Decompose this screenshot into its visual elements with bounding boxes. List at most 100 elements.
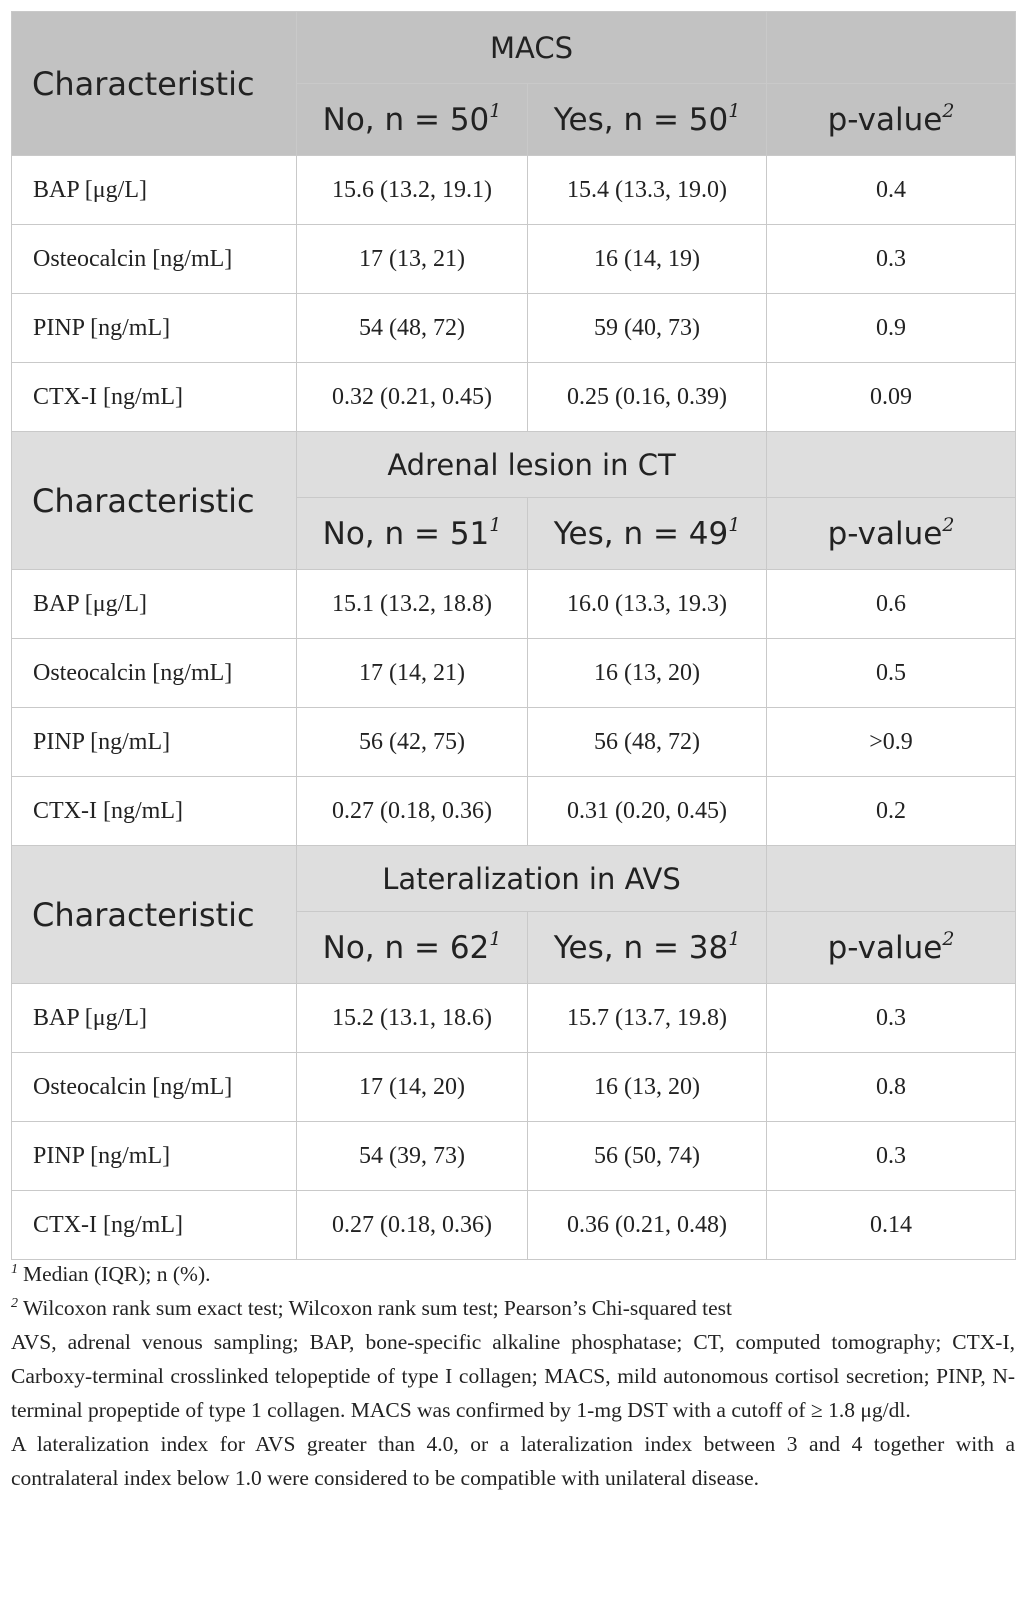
cell-yes: 59 (40, 73) bbox=[526, 293, 768, 363]
row-label: CTX-I [ng/mL] bbox=[11, 362, 297, 432]
col-header-no: No, n = 511 bbox=[296, 497, 528, 570]
footnote-1-mark: 1 bbox=[11, 1262, 18, 1277]
group-header-empty-cell bbox=[766, 431, 1017, 498]
characteristic-header: Characteristic bbox=[11, 431, 297, 570]
cell-yes: 56 (50, 74) bbox=[526, 1121, 768, 1191]
col-header-p-value: p-value2 bbox=[766, 497, 1017, 570]
col-header-no: No, n = 621 bbox=[296, 911, 528, 984]
row-label: BAP [μg/L] bbox=[11, 569, 297, 639]
cell-yes: 15.7 (13.7, 19.8) bbox=[526, 983, 768, 1053]
cell-yes: 0.25 (0.16, 0.39) bbox=[526, 362, 768, 432]
cell-p-value: 0.3 bbox=[766, 983, 1017, 1053]
footnote-ref-2: 2 bbox=[942, 927, 955, 950]
cell-no: 54 (48, 72) bbox=[296, 293, 528, 363]
col-header-no-text: No, n = 62 bbox=[322, 929, 490, 966]
cell-p-value: 0.4 bbox=[766, 155, 1017, 225]
footnote-ref-2: 2 bbox=[942, 99, 955, 122]
col-header-no-text: No, n = 50 bbox=[322, 101, 490, 138]
footnote-ref-1: 1 bbox=[489, 513, 502, 536]
row-label: Osteocalcin [ng/mL] bbox=[11, 638, 297, 708]
table-row: CTX-I [ng/mL] 0.27 (0.18, 0.36) 0.31 (0.… bbox=[11, 776, 1017, 846]
col-header-no: No, n = 501 bbox=[296, 83, 528, 156]
cell-yes: 16.0 (13.3, 19.3) bbox=[526, 569, 768, 639]
table-row: BAP [μg/L] 15.6 (13.2, 19.1) 15.4 (13.3,… bbox=[11, 155, 1017, 225]
row-label: Osteocalcin [ng/mL] bbox=[11, 224, 297, 294]
footnote-2-text: Wilcoxon rank sum exact test; Wilcoxon r… bbox=[23, 1296, 733, 1320]
cell-yes: 0.36 (0.21, 0.48) bbox=[526, 1190, 768, 1260]
characteristic-header: Characteristic bbox=[11, 11, 297, 156]
table-row: CTX-I [ng/mL] 0.27 (0.18, 0.36) 0.36 (0.… bbox=[11, 1190, 1017, 1260]
cell-no: 17 (14, 21) bbox=[296, 638, 528, 708]
cell-no: 17 (13, 21) bbox=[296, 224, 528, 294]
cell-p-value: 0.8 bbox=[766, 1052, 1017, 1122]
footnote-ref-2: 2 bbox=[942, 513, 955, 536]
table-row: BAP [μg/L] 15.2 (13.1, 18.6) 15.7 (13.7,… bbox=[11, 983, 1017, 1053]
footnote-2-mark: 2 bbox=[11, 1296, 18, 1311]
cell-no: 15.1 (13.2, 18.8) bbox=[296, 569, 528, 639]
table-row: BAP [μg/L] 15.1 (13.2, 18.8) 16.0 (13.3,… bbox=[11, 569, 1017, 639]
col-header-p-value-text: p-value bbox=[827, 929, 943, 966]
section-macs: Characteristic MACS No, n = 501 Yes, n =… bbox=[11, 11, 1017, 432]
group-header-row: Characteristic Lateralization in AVS bbox=[11, 845, 1017, 984]
cell-no: 0.27 (0.18, 0.36) bbox=[296, 1190, 528, 1260]
cell-p-value: 0.5 bbox=[766, 638, 1017, 708]
footnote-ref-1: 1 bbox=[728, 927, 741, 950]
cell-no: 54 (39, 73) bbox=[296, 1121, 528, 1191]
cell-no: 15.6 (13.2, 19.1) bbox=[296, 155, 528, 225]
group-label: Lateralization in AVS bbox=[295, 845, 768, 912]
group-label: Adrenal lesion in CT bbox=[295, 431, 768, 498]
row-label: CTX-I [ng/mL] bbox=[11, 776, 297, 846]
row-label: Osteocalcin [ng/mL] bbox=[11, 1052, 297, 1122]
cell-no: 17 (14, 20) bbox=[296, 1052, 528, 1122]
footnote-ref-1: 1 bbox=[489, 927, 502, 950]
col-header-yes-text: Yes, n = 49 bbox=[553, 515, 729, 552]
col-header-yes: Yes, n = 501 bbox=[526, 83, 768, 156]
cell-no: 0.32 (0.21, 0.45) bbox=[296, 362, 528, 432]
cell-p-value: 0.2 bbox=[766, 776, 1017, 846]
group-header-empty-cell bbox=[766, 11, 1017, 84]
cell-yes: 56 (48, 72) bbox=[526, 707, 768, 777]
abbreviations-note: AVS, adrenal venous sampling; BAP, bone-… bbox=[11, 1330, 1015, 1422]
cell-p-value: 0.09 bbox=[766, 362, 1017, 432]
footnote-ref-1: 1 bbox=[728, 513, 741, 536]
table-row: PINP [ng/mL] 56 (42, 75) 56 (48, 72) >0.… bbox=[11, 707, 1017, 777]
table-row: PINP [ng/mL] 54 (48, 72) 59 (40, 73) 0.9 bbox=[11, 293, 1017, 363]
row-label: PINP [ng/mL] bbox=[11, 707, 297, 777]
col-header-yes-text: Yes, n = 38 bbox=[553, 929, 729, 966]
row-label: BAP [μg/L] bbox=[11, 983, 297, 1053]
cell-no: 56 (42, 75) bbox=[296, 707, 528, 777]
cell-p-value: 0.6 bbox=[766, 569, 1017, 639]
cell-no: 0.27 (0.18, 0.36) bbox=[296, 776, 528, 846]
cell-p-value: >0.9 bbox=[766, 707, 1017, 777]
results-table-container: Characteristic MACS No, n = 501 Yes, n =… bbox=[11, 11, 1017, 1260]
col-header-yes-text: Yes, n = 50 bbox=[553, 101, 729, 138]
group-header-row: Characteristic Adrenal lesion in CT bbox=[11, 431, 1017, 570]
section-lateralization: Characteristic Lateralization in AVS No,… bbox=[11, 845, 1017, 1260]
table-row: PINP [ng/mL] 54 (39, 73) 56 (50, 74) 0.3 bbox=[11, 1121, 1017, 1191]
cell-p-value: 0.3 bbox=[766, 224, 1017, 294]
footnote-1: 1 Median (IQR); n (%). bbox=[11, 1257, 1015, 1291]
col-header-p-value: p-value2 bbox=[766, 83, 1017, 156]
cell-p-value: 0.9 bbox=[766, 293, 1017, 363]
col-header-yes: Yes, n = 381 bbox=[526, 911, 768, 984]
footnote-ref-1: 1 bbox=[728, 99, 741, 122]
table-row: CTX-I [ng/mL] 0.32 (0.21, 0.45) 0.25 (0.… bbox=[11, 362, 1017, 432]
table-footnotes: 1 Median (IQR); n (%). 2 Wilcoxon rank sum… bbox=[11, 1257, 1015, 1495]
cell-no: 15.2 (13.1, 18.6) bbox=[296, 983, 528, 1053]
col-header-p-value-text: p-value bbox=[827, 515, 943, 552]
column-header-row: No, n = 621 Yes, n = 381 p-value2 bbox=[12, 911, 1017, 984]
cell-yes: 16 (13, 20) bbox=[526, 1052, 768, 1122]
cell-yes: 16 (14, 19) bbox=[526, 224, 768, 294]
row-label: PINP [ng/mL] bbox=[11, 293, 297, 363]
cell-yes: 0.31 (0.20, 0.45) bbox=[526, 776, 768, 846]
footnote-2: 2 Wilcoxon rank sum exact test; Wilcoxon … bbox=[11, 1291, 1015, 1325]
cell-p-value: 0.3 bbox=[766, 1121, 1017, 1191]
cell-yes: 16 (13, 20) bbox=[526, 638, 768, 708]
row-label: PINP [ng/mL] bbox=[11, 1121, 297, 1191]
characteristic-header: Characteristic bbox=[11, 845, 297, 984]
table-row: Osteocalcin [ng/mL] 17 (13, 21) 16 (14, … bbox=[11, 224, 1017, 294]
group-header-row: Characteristic MACS bbox=[11, 11, 1017, 156]
column-header-row: No, n = 511 Yes, n = 491 p-value2 bbox=[12, 497, 1017, 570]
cell-yes: 15.4 (13.3, 19.0) bbox=[526, 155, 768, 225]
row-label: CTX-I [ng/mL] bbox=[11, 1190, 297, 1260]
